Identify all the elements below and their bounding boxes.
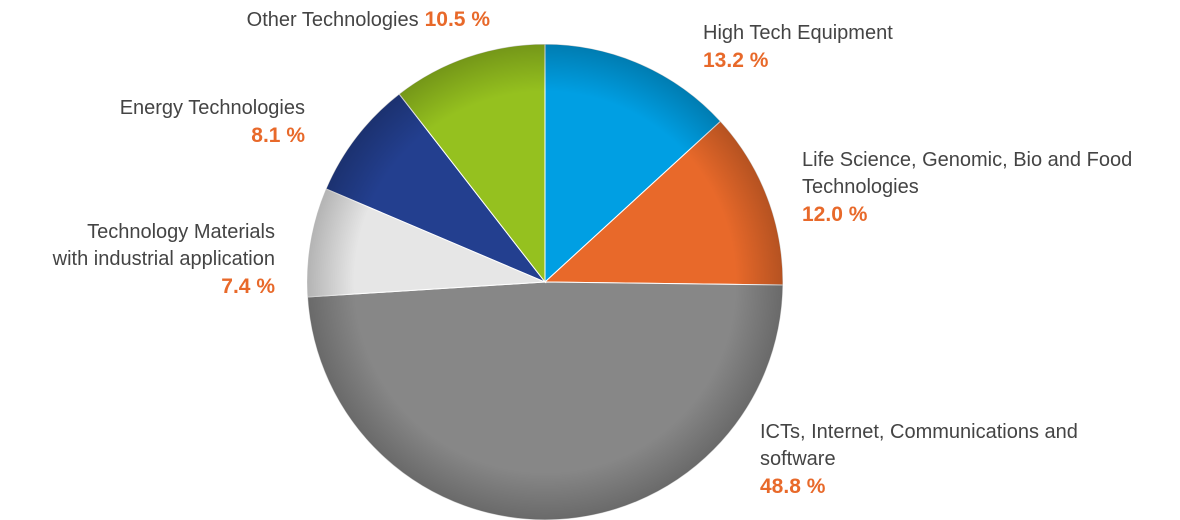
value-label: 13.2 % <box>703 49 769 72</box>
category-name: Technology Materials with industrial app… <box>52 221 275 270</box>
slice-label: Life Science, Genomic, Bio and Food Tech… <box>802 147 1132 228</box>
slice-label: High Tech Equipment 13.2 % <box>703 20 893 74</box>
value-label: 8.1 % <box>251 124 305 147</box>
category-name: Energy Technologies <box>119 97 305 119</box>
value-label: 12.0 % <box>802 203 868 226</box>
category-name: Life Science, Genomic, Bio and Food Tech… <box>802 149 1133 198</box>
slice-label: ICTs, Internet, Communications and softw… <box>760 419 1078 500</box>
pie <box>306 43 784 520</box>
value-label: 10.5 % <box>424 8 490 31</box>
value-label: 48.8 % <box>760 475 826 498</box>
category-name: Other Technologies <box>246 9 419 31</box>
slice-label: Other Technologies 10.5 % <box>247 6 490 34</box>
value-label: 7.4 % <box>221 275 275 298</box>
category-name: ICTs, Internet, Communications and softw… <box>760 421 1078 470</box>
category-name: High Tech Equipment <box>703 22 893 44</box>
pie-slice <box>306 281 784 520</box>
slice-label: Energy Technologies 8.1 % <box>120 95 305 149</box>
slice-label: Technology Materials with industrial app… <box>53 219 275 300</box>
